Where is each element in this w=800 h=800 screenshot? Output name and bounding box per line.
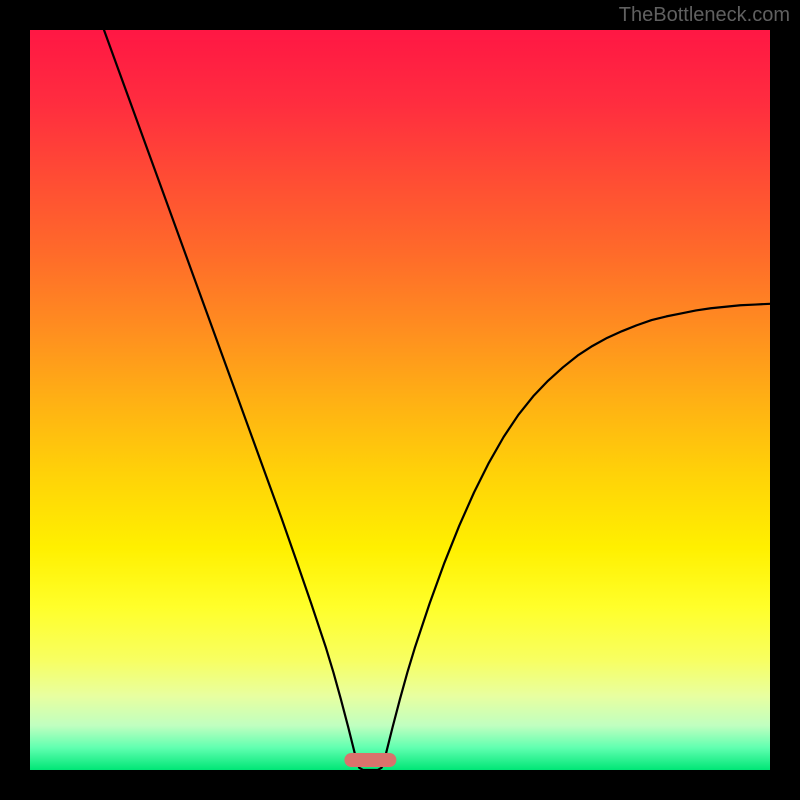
chart-container: TheBottleneck.com xyxy=(0,0,800,800)
dip-marker xyxy=(344,753,396,767)
plot-area xyxy=(30,30,770,770)
watermark-text: TheBottleneck.com xyxy=(619,4,790,27)
chart-svg xyxy=(30,30,770,770)
gradient-background xyxy=(30,30,770,770)
